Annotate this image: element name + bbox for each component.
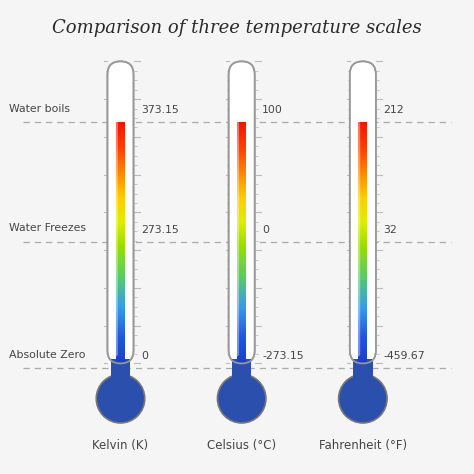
Text: 373.15: 373.15 bbox=[141, 105, 179, 115]
Text: -273.15: -273.15 bbox=[262, 351, 304, 361]
Text: Absolute Zero: Absolute Zero bbox=[9, 350, 85, 360]
FancyBboxPatch shape bbox=[111, 359, 130, 399]
FancyBboxPatch shape bbox=[353, 359, 373, 399]
Circle shape bbox=[96, 374, 145, 423]
Circle shape bbox=[344, 380, 382, 418]
FancyBboxPatch shape bbox=[108, 61, 134, 364]
Text: -459.67: -459.67 bbox=[383, 351, 425, 361]
Circle shape bbox=[338, 374, 387, 423]
Text: Water Freezes: Water Freezes bbox=[9, 223, 86, 233]
Text: 32: 32 bbox=[383, 225, 397, 235]
FancyBboxPatch shape bbox=[113, 100, 118, 356]
FancyBboxPatch shape bbox=[235, 100, 239, 356]
FancyBboxPatch shape bbox=[228, 61, 255, 364]
Circle shape bbox=[101, 380, 139, 418]
Text: 212: 212 bbox=[383, 105, 404, 115]
Text: 0: 0 bbox=[141, 351, 148, 361]
Text: Comparison of three temperature scales: Comparison of three temperature scales bbox=[52, 19, 422, 37]
Text: Water boils: Water boils bbox=[9, 104, 70, 114]
Text: 100: 100 bbox=[262, 105, 283, 115]
FancyBboxPatch shape bbox=[232, 359, 251, 399]
Text: Celsius (°C): Celsius (°C) bbox=[207, 439, 276, 453]
Text: 0: 0 bbox=[262, 225, 269, 235]
Text: Fahrenheit (°F): Fahrenheit (°F) bbox=[319, 439, 407, 453]
Text: 273.15: 273.15 bbox=[141, 225, 179, 235]
Circle shape bbox=[218, 374, 266, 423]
Circle shape bbox=[223, 380, 261, 418]
FancyBboxPatch shape bbox=[356, 100, 360, 356]
FancyBboxPatch shape bbox=[350, 61, 376, 364]
Text: Kelvin (K): Kelvin (K) bbox=[92, 439, 148, 453]
